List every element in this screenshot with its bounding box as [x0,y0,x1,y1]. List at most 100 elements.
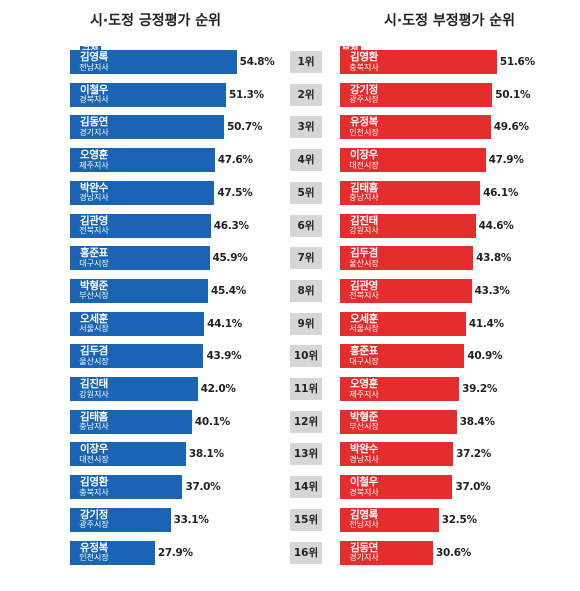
region-title: 울산시장 [349,258,379,268]
region-title: 강원지사 [79,389,109,399]
politician-name: 김영환 [349,51,379,63]
region-title: 부산시장 [79,291,109,301]
pos-bar [70,246,210,271]
politician-name: 김관영 [349,279,379,292]
pos-value-label: 47.5% [217,186,253,199]
pos-bar [70,409,192,434]
neg-bar-label: 김동연 경기지사 [340,542,388,563]
region-title: 경기지사 [79,127,109,137]
region-title: 부산시장 [349,422,379,432]
pos-bar [70,442,186,467]
politician-name: 김두겸 [79,345,109,358]
neg-bar-label: 김영환 충북지사 [340,52,388,72]
neg-bar-label: 박완수 경남지사 [340,444,388,464]
politician-name: 김영록 [349,508,379,521]
politician-name: 유정복 [349,116,379,129]
pos-value-label: 47.6% [217,154,253,167]
pos-bar-label: 김영환 충북지사 [70,477,118,497]
rank-badge: 15위 [290,508,322,531]
neg-bar-label: 김두겸 울산시장 [340,248,388,268]
region-title: 강원지사 [349,226,379,235]
pos-value-label: 54.8% [239,56,275,68]
pos-value-label: 50.7% [227,121,263,134]
pos-bar-label: 강기정 광주시장 [70,510,118,530]
pos-bar-label: 김태흠 충남지사 [70,412,118,432]
politician-name: 이장우 [349,149,379,162]
pos-bar [70,311,205,336]
politician-name: 오영훈 [79,149,109,162]
politician-name: 박완수 [349,443,379,456]
region-title: 경남지사 [79,193,109,203]
neg-value-label: 30.6% [436,546,471,559]
pos-bar-label: 박형준 부산시장 [70,281,118,301]
rank-badge: 14위 [290,476,322,499]
politician-name: 강기정 [349,83,379,96]
pos-value-label: 51.3% [228,88,264,101]
politician-name: 오세훈 [349,312,379,325]
politician-name: 김진태 [79,378,109,390]
neg-value-label: 43.8% [476,252,512,265]
neg-value-label: 39.2% [462,383,498,395]
region-title: 인천시장 [79,553,109,562]
politician-name: 이철우 [79,83,109,96]
region-title: 전남지사 [349,520,379,530]
region-title: 대구시장 [79,258,109,268]
pos-bar-label: 김진태 강원지사 [70,379,118,399]
neg-value-label: 41.4% [468,317,504,330]
pos-bar [70,540,155,565]
pos-bar [70,82,226,107]
rank-badge: 4위 [290,149,322,172]
neg-bar-label: 김영록 전남지사 [340,510,388,530]
positive-chart-title: 시·도정 긍정평가 순위 [90,13,221,29]
pos-value-label: 38.1% [188,448,224,461]
pos-bar [70,475,183,500]
neg-bar [340,475,453,500]
neg-bar-label: 유정복 인천시장 [340,117,388,137]
politician-name: 김영록 [79,51,109,63]
politician-name: 김관영 [79,214,109,227]
neg-bar-label: 박형준 부산시장 [340,412,388,432]
neg-value-label: 46.1% [483,186,519,199]
rank-badge: 6위 [290,214,322,237]
neg-bar [340,246,474,271]
politician-name: 박형준 [349,410,379,423]
neg-bar [340,442,454,467]
neg-value-label: 47.9% [488,154,524,167]
pos-bar [70,50,237,74]
pos-bar [70,278,209,303]
pos-value-label: 45.9% [212,252,248,265]
pos-bar [70,115,225,140]
region-title: 전북지사 [79,226,109,235]
pos-bar [70,148,215,173]
pos-bar-label: 김동연 경기지사 [70,117,118,137]
region-title: 제주지사 [349,389,379,399]
rank-badge: 7위 [290,247,322,270]
politician-name: 홍준표 [79,247,109,260]
region-title: 대전시장 [349,160,379,170]
neg-bar [340,180,481,205]
neg-value-label: 44.6% [478,219,514,232]
neg-value-label: 51.6% [499,56,535,68]
rank-badge: 9위 [290,312,322,335]
region-title: 서울시장 [349,324,379,334]
neg-value-label: 32.5% [441,513,477,526]
politician-name: 오영훈 [349,378,379,390]
neg-bar-label: 김관영 전북지사 [340,281,388,301]
region-title: 대전시장 [79,454,109,464]
pos-bar-label: 유정복 인천시장 [70,542,118,563]
pos-bar-label: 오세훈 서울시장 [70,314,118,334]
pos-bar [70,507,171,532]
pos-value-label: 40.1% [194,415,230,428]
rank-badge: 2위 [290,83,322,106]
politician-name: 이철우 [349,476,379,489]
rank-badge: 10위 [290,345,322,368]
region-title: 울산시장 [79,356,109,366]
neg-bar-label: 오영훈 제주지사 [340,379,388,399]
neg-bar [340,278,472,303]
neg-bar [340,377,460,401]
rank-badge: 5위 [290,181,322,204]
pos-bar-label: 오영훈 제주지사 [70,150,118,170]
politician-name: 김두겸 [349,247,379,260]
negative-chart-title: 시·도정 부정평가 순위 [384,13,515,29]
